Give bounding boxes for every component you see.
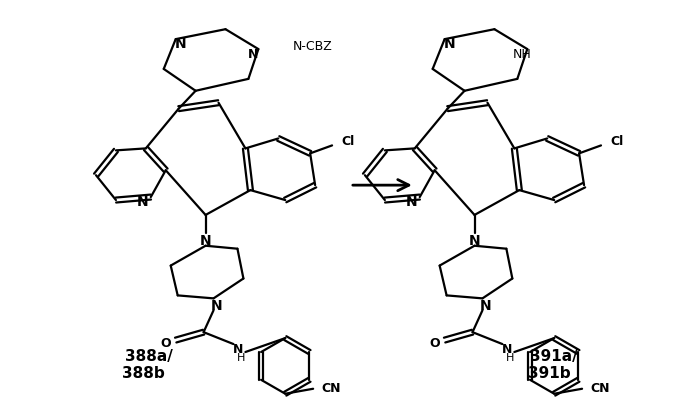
Text: N: N — [137, 195, 149, 209]
Text: N: N — [210, 300, 222, 313]
Text: N: N — [175, 37, 187, 51]
Text: H: H — [237, 353, 245, 363]
Text: N: N — [233, 342, 244, 356]
Text: CN: CN — [322, 382, 341, 395]
Text: Cl: Cl — [341, 135, 354, 148]
Text: Cl: Cl — [610, 135, 624, 148]
Text: 388a/: 388a/ — [125, 349, 173, 365]
Text: 391b: 391b — [528, 366, 570, 382]
Text: O: O — [429, 337, 440, 349]
Text: N: N — [444, 37, 456, 51]
Text: H: H — [506, 353, 514, 363]
Text: N: N — [480, 300, 491, 313]
Text: O: O — [161, 337, 171, 349]
Text: N: N — [502, 342, 512, 356]
Text: N-CBZ: N-CBZ — [293, 40, 333, 53]
Text: 391a/: 391a/ — [531, 349, 578, 365]
Text: CN: CN — [590, 382, 610, 395]
Text: 388b: 388b — [122, 366, 165, 382]
Text: N: N — [469, 234, 480, 248]
Text: N: N — [200, 234, 211, 248]
Text: N: N — [248, 47, 259, 61]
Text: N: N — [406, 195, 417, 209]
Text: NH: NH — [513, 47, 532, 61]
